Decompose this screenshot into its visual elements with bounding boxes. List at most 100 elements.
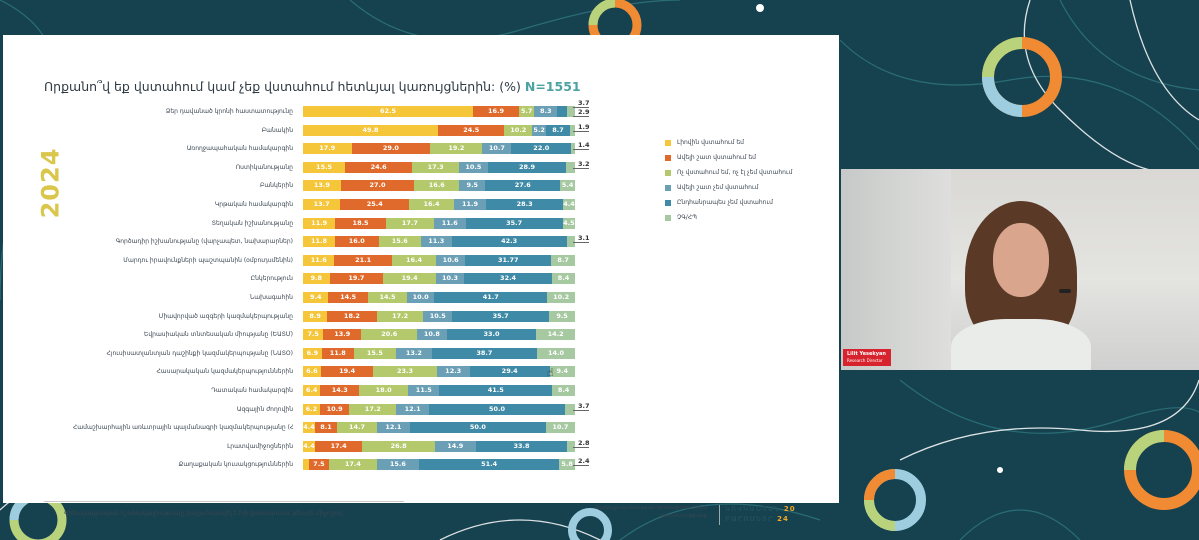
bar-segment (362, 440, 436, 452)
bar-segment (473, 106, 519, 117)
category-label: Եվրասիական տնտեսական միությանը (ԵԱՏՄ) (143, 331, 293, 339)
bar-segment (320, 385, 360, 396)
data-label: 35.7 (506, 218, 523, 227)
data-label: 17.9 (319, 144, 336, 153)
bar-segment (303, 217, 336, 229)
bar-segment (353, 347, 396, 359)
bar-segment (396, 403, 430, 415)
legend-label: ՉԳ/ՀՊ (677, 214, 697, 221)
data-label: 22.0 (533, 144, 550, 153)
data-label: 9.4 (556, 367, 569, 376)
bar-segment (563, 199, 575, 210)
data-label: 10.5 (429, 311, 446, 320)
bar-segment (395, 347, 432, 359)
data-label: 6.9 (306, 348, 319, 357)
bar-segment (557, 106, 568, 117)
category-label: Բանակին (261, 126, 293, 134)
data-label: 62.5 (379, 107, 397, 115)
bar-segment (308, 459, 330, 471)
bar-segment (329, 273, 384, 285)
category-label: Ոստիկանությանը (235, 163, 293, 171)
bar-segment (420, 236, 452, 248)
outside-data-label: 3.2 (578, 159, 590, 168)
outside-data-label: 2.8 (578, 438, 590, 447)
data-label: 10.2 (553, 293, 570, 301)
category-label: Ձեր դավանած կրոնի հաստատությունը (165, 108, 293, 115)
legend-label: Ավելի շատ չեմ վստահում (677, 184, 759, 191)
bar-segment (303, 199, 341, 210)
label-leader-line (573, 242, 589, 244)
bar-segment (407, 292, 435, 303)
data-label: 14.5 (379, 293, 396, 301)
data-label: 16.4 (406, 255, 423, 264)
label-leader-line (573, 107, 589, 108)
label-leader-line (573, 446, 589, 448)
data-label: 13.7 (313, 200, 330, 208)
credit-text: Քաղաքականության հետազոտության թողնողությ… (595, 505, 707, 519)
bar-segment (569, 124, 575, 136)
bar-segment (566, 236, 575, 248)
data-label: 15.6 (389, 460, 406, 469)
bar-segment (303, 124, 439, 136)
bar-segment (334, 254, 392, 266)
data-label: 16.4 (423, 200, 440, 208)
year-label: 2024 (27, 148, 75, 219)
data-label: 35.7 (492, 311, 509, 320)
data-label: 9.5 (556, 311, 568, 320)
data-label: 28.9 (518, 162, 535, 171)
bar-segment (532, 124, 547, 136)
data-label: 10.0 (412, 293, 429, 301)
bar-segment (323, 329, 362, 341)
data-label: 17.2 (392, 311, 409, 320)
bar-segment (335, 217, 386, 229)
bar-segment (564, 403, 575, 415)
data-label: 17.3 (427, 162, 444, 171)
bar-segment (408, 385, 440, 396)
bar-segment (567, 106, 575, 117)
bar-segment (349, 403, 397, 415)
data-label: 8.7 (557, 255, 569, 264)
category-label: Քաղաքական կուսակցություններին (178, 461, 293, 469)
legend-swatch (665, 215, 671, 221)
data-label: 26.8 (390, 441, 407, 450)
bar-segment (303, 385, 321, 396)
bar-segment (451, 236, 567, 248)
speaker-nametag: Lilit Yesekyan Research Director (843, 349, 891, 366)
data-label: 14.5 (340, 293, 357, 301)
legend-label: Լիովին վստահում եմ (677, 139, 744, 146)
label-leader-line (573, 116, 589, 117)
legend-label: Ավելի շատ վստահում եմ (677, 154, 756, 161)
speaker-video-feed[interactable] (841, 169, 1199, 370)
bar-segment (303, 329, 324, 341)
data-label: 8.9 (309, 311, 321, 320)
bar-segment (328, 292, 368, 303)
data-label: 4.4 (303, 423, 315, 432)
bar-segment (303, 161, 346, 173)
bar-segment (545, 422, 575, 434)
outside-data-label: 3.7 (578, 401, 590, 410)
speaker-face (993, 223, 1049, 297)
bar-segment (566, 161, 575, 173)
category-label: Միավորված ազգերի կազմակերպությանը (158, 312, 293, 320)
data-label: 10.7 (488, 144, 505, 153)
bar-segment (446, 329, 537, 341)
data-label: 50.0 (488, 404, 506, 413)
bar-segment (351, 143, 431, 155)
data-label: 11.8 (311, 237, 328, 246)
outside-data-label: 2.4 (578, 457, 590, 466)
data-label: 21.1 (355, 255, 372, 264)
bar-segment (534, 106, 558, 117)
data-label: 10.8 (423, 330, 440, 339)
bar-segment (303, 236, 336, 248)
data-label: 17.4 (330, 441, 347, 450)
data-label: 19.2 (448, 144, 465, 153)
speaker-role: Research Director (847, 358, 883, 363)
category-label: Ազգային ժողովին (236, 405, 293, 413)
bar-segment (546, 124, 570, 136)
bar-segment (452, 310, 550, 322)
video-window-light (841, 169, 951, 370)
legend-swatch (665, 170, 671, 176)
logo-line-2: ԲԱՐՈՄԵՏՐ (725, 515, 774, 523)
data-label: 11.6 (441, 218, 458, 227)
bar-segment (459, 161, 488, 173)
